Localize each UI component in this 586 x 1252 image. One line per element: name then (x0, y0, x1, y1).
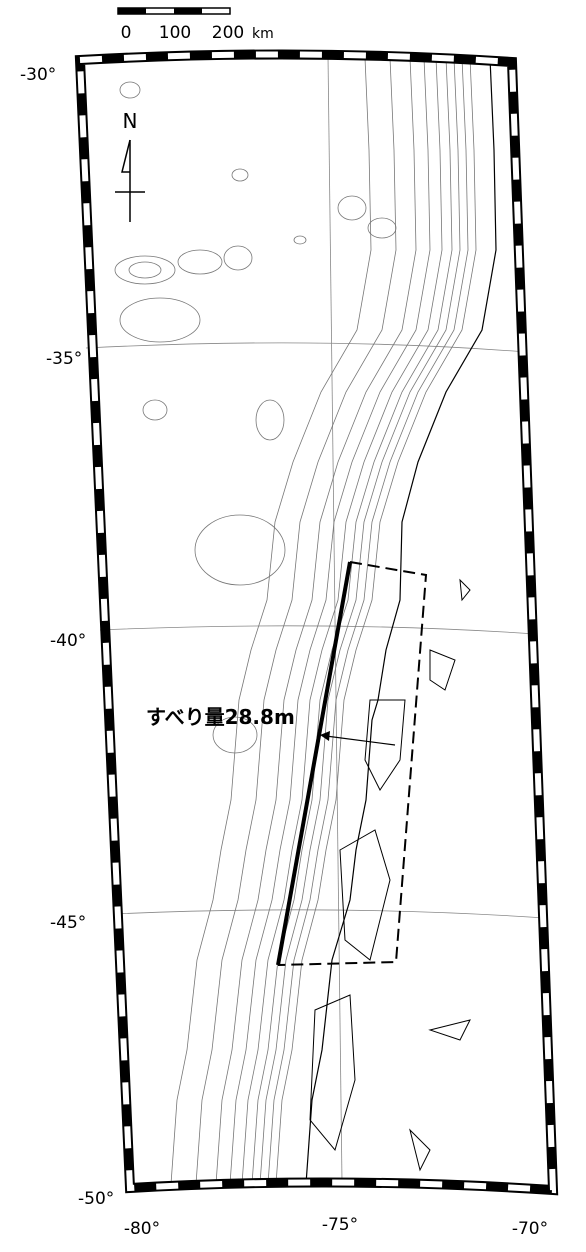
map-frame-ticks (80, 54, 553, 1190)
contour-line (276, 58, 476, 1184)
scale-label: 200 (212, 23, 244, 43)
map-frame (80, 54, 553, 1190)
lat-label: -40° (50, 631, 86, 651)
lat-label: -50° (78, 1189, 114, 1209)
north-label: N (123, 109, 138, 133)
parallel (100, 626, 536, 634)
lon-label: -75° (322, 1215, 358, 1235)
lat-label: -35° (46, 349, 82, 369)
scale-unit: km (252, 26, 274, 42)
graticule (86, 56, 545, 1182)
lat-label: -30° (20, 65, 56, 85)
scale-seg (174, 8, 202, 14)
contour-line (252, 58, 452, 1184)
bathymetry-contours (171, 58, 476, 1184)
islands (310, 580, 470, 1170)
parallel (114, 910, 545, 918)
scale-bar (118, 8, 230, 14)
lat-label: -45° (50, 913, 86, 933)
parallel (86, 343, 526, 352)
scale-seg (118, 8, 146, 14)
scale-label: 100 (159, 23, 191, 43)
slip-annotation: すべり量28.8m (146, 705, 295, 729)
lon-label: -70° (512, 1219, 548, 1239)
contour-line (216, 58, 416, 1184)
lon-label: -80° (124, 1219, 160, 1239)
fault-outline (278, 562, 426, 965)
map: 0 100 200 km すべり量28.8m N (0, 0, 586, 1248)
scale-label: 0 (121, 23, 132, 43)
north-arrow (115, 140, 145, 222)
seamounts (115, 82, 396, 753)
contour-line (260, 58, 460, 1184)
